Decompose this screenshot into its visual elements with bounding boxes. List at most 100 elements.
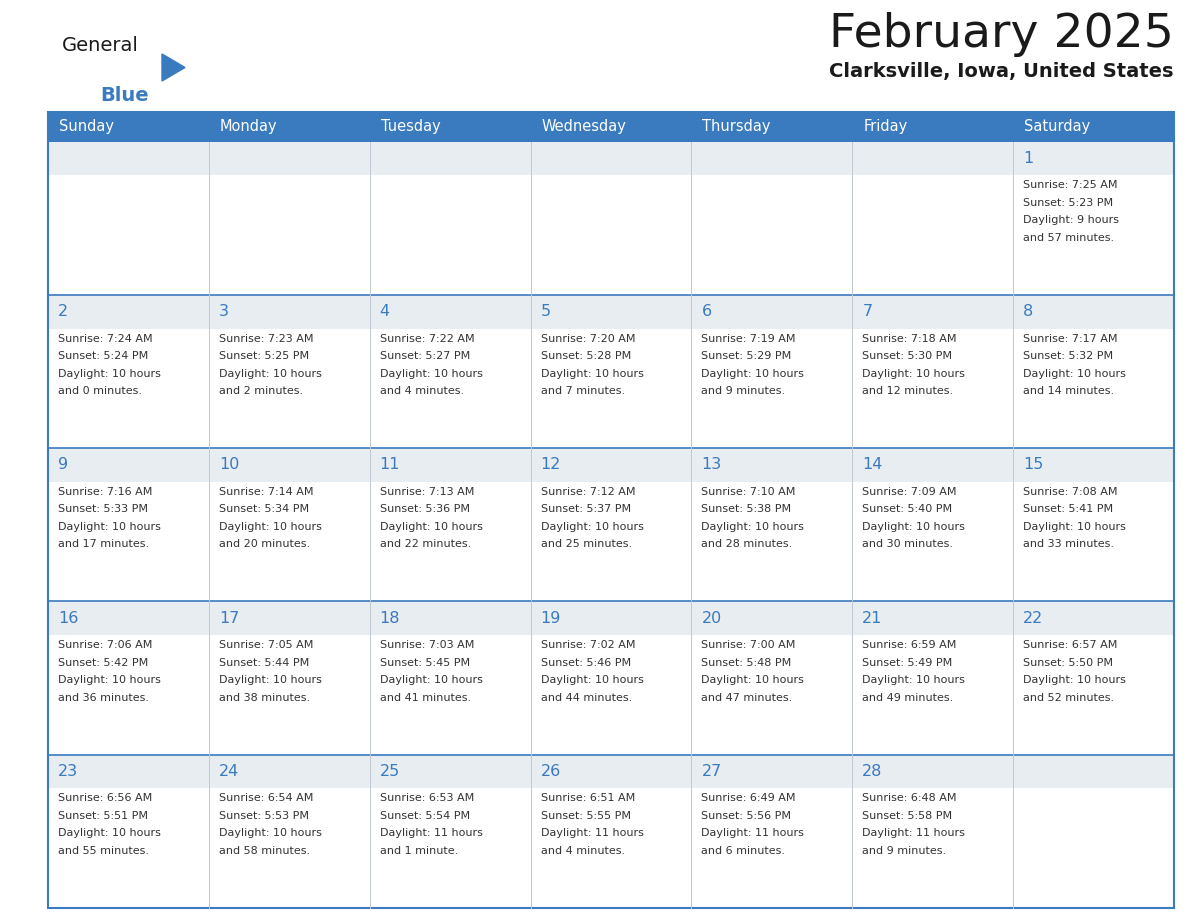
Bar (369, 112, 531, 141)
Bar (1013, 112, 1174, 141)
Bar (48, 755, 209, 908)
Text: 16: 16 (58, 610, 78, 626)
Text: Sunset: 5:28 PM: Sunset: 5:28 PM (541, 351, 631, 361)
Text: Sunset: 5:29 PM: Sunset: 5:29 PM (701, 351, 791, 361)
Bar (48, 112, 209, 141)
Text: and 28 minutes.: and 28 minutes. (701, 540, 792, 549)
Text: Sunset: 5:58 PM: Sunset: 5:58 PM (862, 811, 953, 821)
Text: Sunset: 5:36 PM: Sunset: 5:36 PM (380, 504, 469, 514)
Bar (531, 295, 691, 448)
Text: Daylight: 9 hours: Daylight: 9 hours (1023, 215, 1119, 225)
Text: Daylight: 10 hours: Daylight: 10 hours (1023, 368, 1126, 378)
Text: Daylight: 10 hours: Daylight: 10 hours (1023, 521, 1126, 532)
Text: 5: 5 (541, 304, 551, 319)
Text: 9: 9 (58, 457, 68, 473)
Text: Blue: Blue (100, 86, 148, 105)
Text: Sunset: 5:53 PM: Sunset: 5:53 PM (219, 811, 309, 821)
Text: Sunset: 5:56 PM: Sunset: 5:56 PM (701, 811, 791, 821)
Text: Daylight: 10 hours: Daylight: 10 hours (541, 521, 644, 532)
Bar (531, 295, 691, 329)
Bar (209, 755, 369, 908)
Bar (209, 295, 369, 448)
Text: and 52 minutes.: and 52 minutes. (1023, 692, 1114, 702)
Bar (1013, 295, 1174, 448)
Text: Sunrise: 7:17 AM: Sunrise: 7:17 AM (1023, 333, 1118, 343)
Text: and 30 minutes.: and 30 minutes. (862, 540, 953, 549)
Bar (48, 112, 1174, 141)
Bar (852, 601, 1013, 755)
Text: Daylight: 10 hours: Daylight: 10 hours (219, 368, 322, 378)
Text: 4: 4 (380, 304, 390, 319)
Bar (531, 601, 691, 755)
Text: 24: 24 (219, 764, 239, 779)
Text: and 55 minutes.: and 55 minutes. (58, 845, 148, 856)
Bar (48, 295, 209, 329)
Text: Clarksville, Iowa, United States: Clarksville, Iowa, United States (829, 62, 1174, 81)
Bar (48, 448, 209, 482)
Bar (852, 601, 1013, 635)
Text: Daylight: 11 hours: Daylight: 11 hours (862, 828, 965, 838)
Text: 3: 3 (219, 304, 229, 319)
Text: Daylight: 10 hours: Daylight: 10 hours (862, 675, 965, 685)
Bar (369, 295, 531, 448)
Text: Daylight: 10 hours: Daylight: 10 hours (380, 675, 482, 685)
Bar (691, 755, 852, 908)
Bar (691, 601, 852, 755)
Text: 6: 6 (701, 304, 712, 319)
Text: and 38 minutes.: and 38 minutes. (219, 692, 310, 702)
Bar (691, 601, 852, 635)
Text: Daylight: 10 hours: Daylight: 10 hours (701, 521, 804, 532)
Text: Sunrise: 7:06 AM: Sunrise: 7:06 AM (58, 640, 152, 650)
Bar (852, 448, 1013, 601)
Text: 22: 22 (1023, 610, 1043, 626)
Text: Daylight: 10 hours: Daylight: 10 hours (701, 368, 804, 378)
Text: Wednesday: Wednesday (542, 119, 626, 134)
Text: Sunset: 5:27 PM: Sunset: 5:27 PM (380, 351, 470, 361)
Bar (1013, 448, 1174, 482)
Text: Daylight: 10 hours: Daylight: 10 hours (541, 368, 644, 378)
Text: 27: 27 (701, 764, 721, 779)
Text: Sunrise: 6:54 AM: Sunrise: 6:54 AM (219, 793, 314, 803)
Text: and 12 minutes.: and 12 minutes. (862, 386, 954, 396)
Bar (48, 141, 209, 175)
Text: Saturday: Saturday (1024, 119, 1091, 134)
Text: 8: 8 (1023, 304, 1034, 319)
Text: Daylight: 10 hours: Daylight: 10 hours (701, 675, 804, 685)
Text: Sunset: 5:38 PM: Sunset: 5:38 PM (701, 504, 791, 514)
Bar (209, 755, 369, 789)
Text: 19: 19 (541, 610, 561, 626)
Bar (691, 295, 852, 448)
Text: Sunrise: 6:49 AM: Sunrise: 6:49 AM (701, 793, 796, 803)
Bar (48, 141, 209, 295)
Text: and 58 minutes.: and 58 minutes. (219, 845, 310, 856)
Bar (691, 112, 852, 141)
Text: Daylight: 10 hours: Daylight: 10 hours (58, 675, 160, 685)
Text: 14: 14 (862, 457, 883, 473)
Bar (531, 112, 691, 141)
Bar (369, 448, 531, 601)
Bar (531, 448, 691, 601)
Text: 17: 17 (219, 610, 239, 626)
Bar (1013, 141, 1174, 295)
Text: Daylight: 10 hours: Daylight: 10 hours (219, 675, 322, 685)
Text: Sunrise: 6:59 AM: Sunrise: 6:59 AM (862, 640, 956, 650)
Text: and 49 minutes.: and 49 minutes. (862, 692, 954, 702)
Text: 1: 1 (1023, 151, 1034, 166)
Bar (1013, 755, 1174, 789)
Text: Sunrise: 6:56 AM: Sunrise: 6:56 AM (58, 793, 152, 803)
Text: and 41 minutes.: and 41 minutes. (380, 692, 470, 702)
Text: and 14 minutes.: and 14 minutes. (1023, 386, 1114, 396)
Text: Daylight: 10 hours: Daylight: 10 hours (380, 368, 482, 378)
Bar (1013, 601, 1174, 635)
Bar (48, 295, 209, 448)
Text: and 7 minutes.: and 7 minutes. (541, 386, 625, 396)
Text: Sunset: 5:33 PM: Sunset: 5:33 PM (58, 504, 148, 514)
Text: Thursday: Thursday (702, 119, 771, 134)
Text: Daylight: 10 hours: Daylight: 10 hours (862, 368, 965, 378)
Text: Sunset: 5:55 PM: Sunset: 5:55 PM (541, 811, 631, 821)
Bar (852, 448, 1013, 482)
Text: and 1 minute.: and 1 minute. (380, 845, 457, 856)
Text: and 4 minutes.: and 4 minutes. (541, 845, 625, 856)
Text: 12: 12 (541, 457, 561, 473)
Polygon shape (162, 54, 185, 81)
